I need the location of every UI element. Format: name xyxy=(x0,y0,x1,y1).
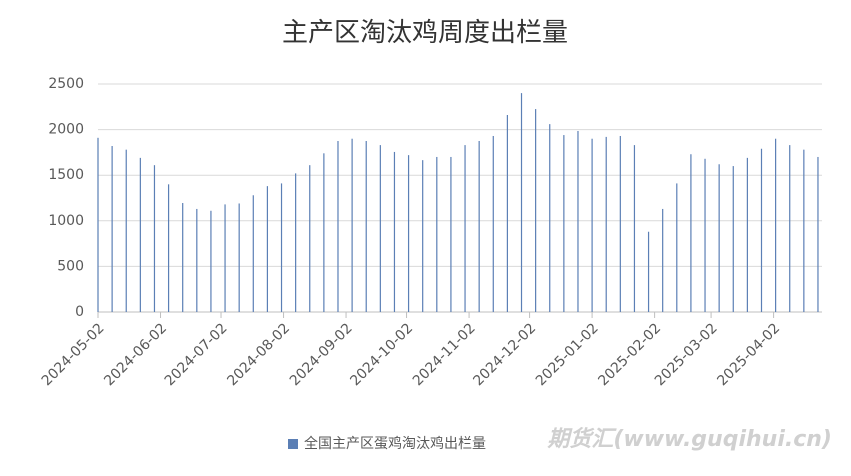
bar xyxy=(238,203,240,312)
bar xyxy=(139,157,141,312)
bar xyxy=(633,145,636,312)
bar xyxy=(280,183,283,312)
bar xyxy=(647,231,650,312)
bar xyxy=(323,153,325,312)
y-tick-label: 0 xyxy=(75,304,84,320)
bar xyxy=(662,208,664,312)
bar xyxy=(295,173,297,312)
watermark: 期货汇(www.guqihui.cn) xyxy=(546,426,832,452)
bar xyxy=(167,184,170,312)
bar xyxy=(224,204,226,312)
y-tick-label: 1000 xyxy=(48,213,84,229)
bar xyxy=(746,157,748,312)
legend-swatch xyxy=(288,439,298,449)
bar xyxy=(436,156,438,312)
bar xyxy=(817,156,819,312)
bar xyxy=(520,93,523,313)
bar xyxy=(803,149,805,312)
chart-title: 主产区淘汰鸡周度出栏量 xyxy=(282,18,568,48)
bar xyxy=(718,164,720,312)
bar xyxy=(182,203,184,312)
bar xyxy=(351,138,353,312)
bar xyxy=(379,145,381,312)
legend-label: 全国主产区蛋鸡淘汰鸡出栏量 xyxy=(304,435,486,452)
bar xyxy=(111,146,113,312)
bar xyxy=(549,124,551,313)
bar xyxy=(266,186,269,312)
bar xyxy=(210,210,212,312)
bar xyxy=(506,115,508,313)
bar xyxy=(704,158,706,312)
y-tick-label: 2500 xyxy=(48,76,84,92)
bar xyxy=(478,141,480,312)
y-tick-label: 500 xyxy=(57,258,84,274)
bar xyxy=(337,141,339,312)
bar xyxy=(422,160,424,312)
bar xyxy=(365,141,367,312)
bar xyxy=(492,135,494,312)
bar xyxy=(775,138,777,312)
bar xyxy=(309,165,311,312)
bar xyxy=(591,138,593,312)
bar xyxy=(563,135,565,312)
bar xyxy=(450,156,452,312)
bar xyxy=(393,151,396,312)
bar xyxy=(252,195,254,312)
bar xyxy=(605,136,607,312)
bar xyxy=(690,154,692,312)
bar xyxy=(535,109,537,312)
bar xyxy=(464,145,466,312)
bar xyxy=(577,130,579,312)
bar xyxy=(97,137,99,312)
bar xyxy=(196,208,198,312)
bar xyxy=(676,183,678,312)
bar xyxy=(619,135,621,312)
bar xyxy=(125,149,127,312)
bar xyxy=(732,166,734,312)
bar xyxy=(153,165,156,312)
y-tick-label: 1500 xyxy=(48,167,84,183)
bar xyxy=(760,148,763,312)
y-tick-label: 2000 xyxy=(48,122,84,138)
bar xyxy=(407,155,410,312)
bar xyxy=(789,145,791,312)
